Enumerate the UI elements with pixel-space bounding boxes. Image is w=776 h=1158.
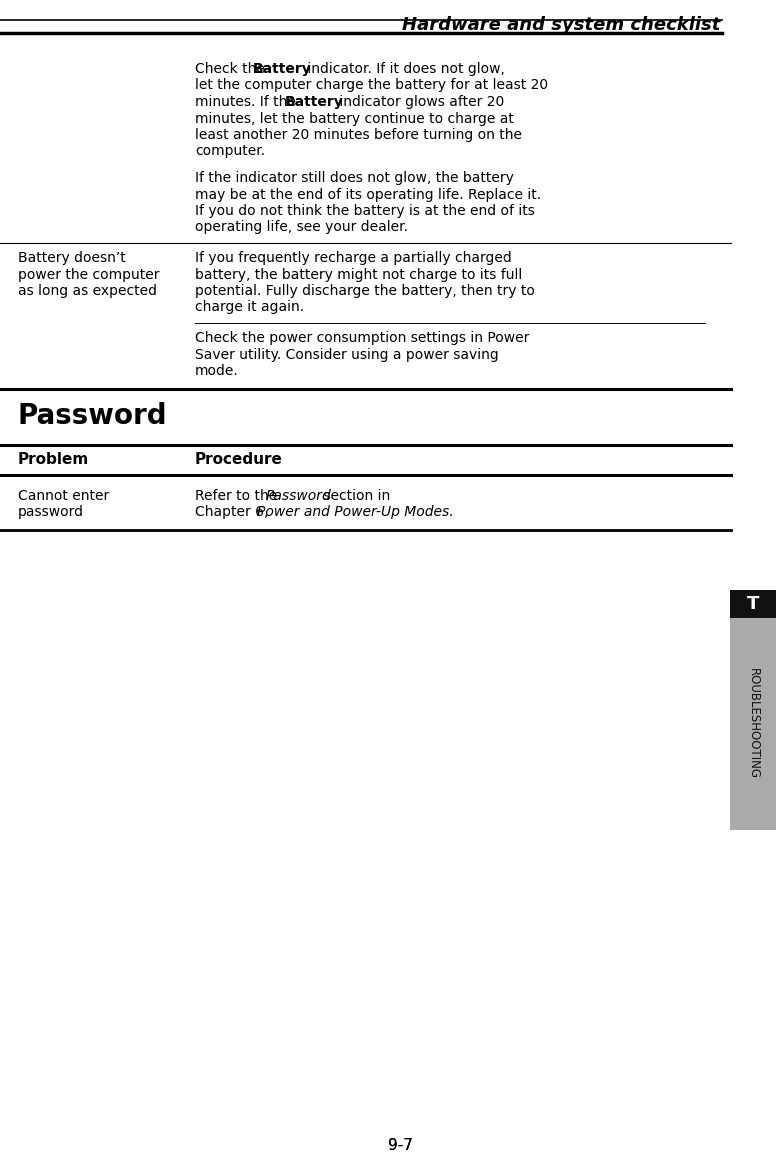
Bar — [730, 589, 776, 830]
Text: Cannot enter: Cannot enter — [18, 489, 109, 503]
Text: 9-7: 9-7 — [388, 1138, 413, 1153]
Text: If you do not think the battery is at the end of its: If you do not think the battery is at th… — [195, 204, 535, 218]
Text: Battery: Battery — [253, 63, 312, 76]
Text: battery, the battery might not charge to its full: battery, the battery might not charge to… — [195, 267, 522, 281]
Text: may be at the end of its operating life. Replace it.: may be at the end of its operating life.… — [195, 188, 541, 201]
Text: 9-7: 9-7 — [387, 1138, 412, 1153]
Text: as long as expected: as long as expected — [18, 284, 157, 298]
Text: computer.: computer. — [195, 145, 265, 159]
Text: ROUBLESHOOTING: ROUBLESHOOTING — [747, 668, 760, 779]
Text: Problem: Problem — [18, 453, 89, 468]
Text: password: password — [18, 505, 84, 519]
Text: Procedure: Procedure — [195, 453, 283, 468]
Text: minutes, let the battery continue to charge at: minutes, let the battery continue to cha… — [195, 111, 514, 125]
Text: let the computer charge the battery for at least 20: let the computer charge the battery for … — [195, 79, 548, 93]
Text: indicator glows after 20: indicator glows after 20 — [335, 95, 504, 109]
Text: minutes. If the: minutes. If the — [195, 95, 300, 109]
Text: Password: Password — [266, 489, 332, 503]
Text: Chapter 6,: Chapter 6, — [195, 505, 272, 519]
Text: Power and Power-Up Modes.: Power and Power-Up Modes. — [257, 505, 454, 519]
Text: Saver utility. Consider using a power saving: Saver utility. Consider using a power sa… — [195, 347, 499, 361]
Text: power the computer: power the computer — [18, 267, 160, 281]
Text: Check the: Check the — [195, 63, 269, 76]
Text: If you frequently recharge a partially charged: If you frequently recharge a partially c… — [195, 251, 511, 265]
Text: mode.: mode. — [195, 364, 239, 378]
Text: Check the power consumption settings in Power: Check the power consumption settings in … — [195, 331, 529, 345]
Text: Password: Password — [18, 403, 168, 431]
Text: Refer to the: Refer to the — [195, 489, 282, 503]
Text: T: T — [747, 595, 759, 613]
Text: operating life, see your dealer.: operating life, see your dealer. — [195, 220, 408, 235]
Text: Battery: Battery — [285, 95, 344, 109]
Text: charge it again.: charge it again. — [195, 300, 304, 315]
Text: indicator. If it does not glow,: indicator. If it does not glow, — [303, 63, 505, 76]
Text: If the indicator still does not glow, the battery: If the indicator still does not glow, th… — [195, 171, 514, 185]
Text: Battery doesn’t: Battery doesn’t — [18, 251, 126, 265]
Text: potential. Fully discharge the battery, then try to: potential. Fully discharge the battery, … — [195, 284, 535, 298]
Text: least another 20 minutes before turning on the: least another 20 minutes before turning … — [195, 129, 522, 142]
Text: Hardware and system checklist: Hardware and system checklist — [402, 16, 720, 34]
Bar — [730, 589, 776, 618]
Text: section in: section in — [319, 489, 390, 503]
